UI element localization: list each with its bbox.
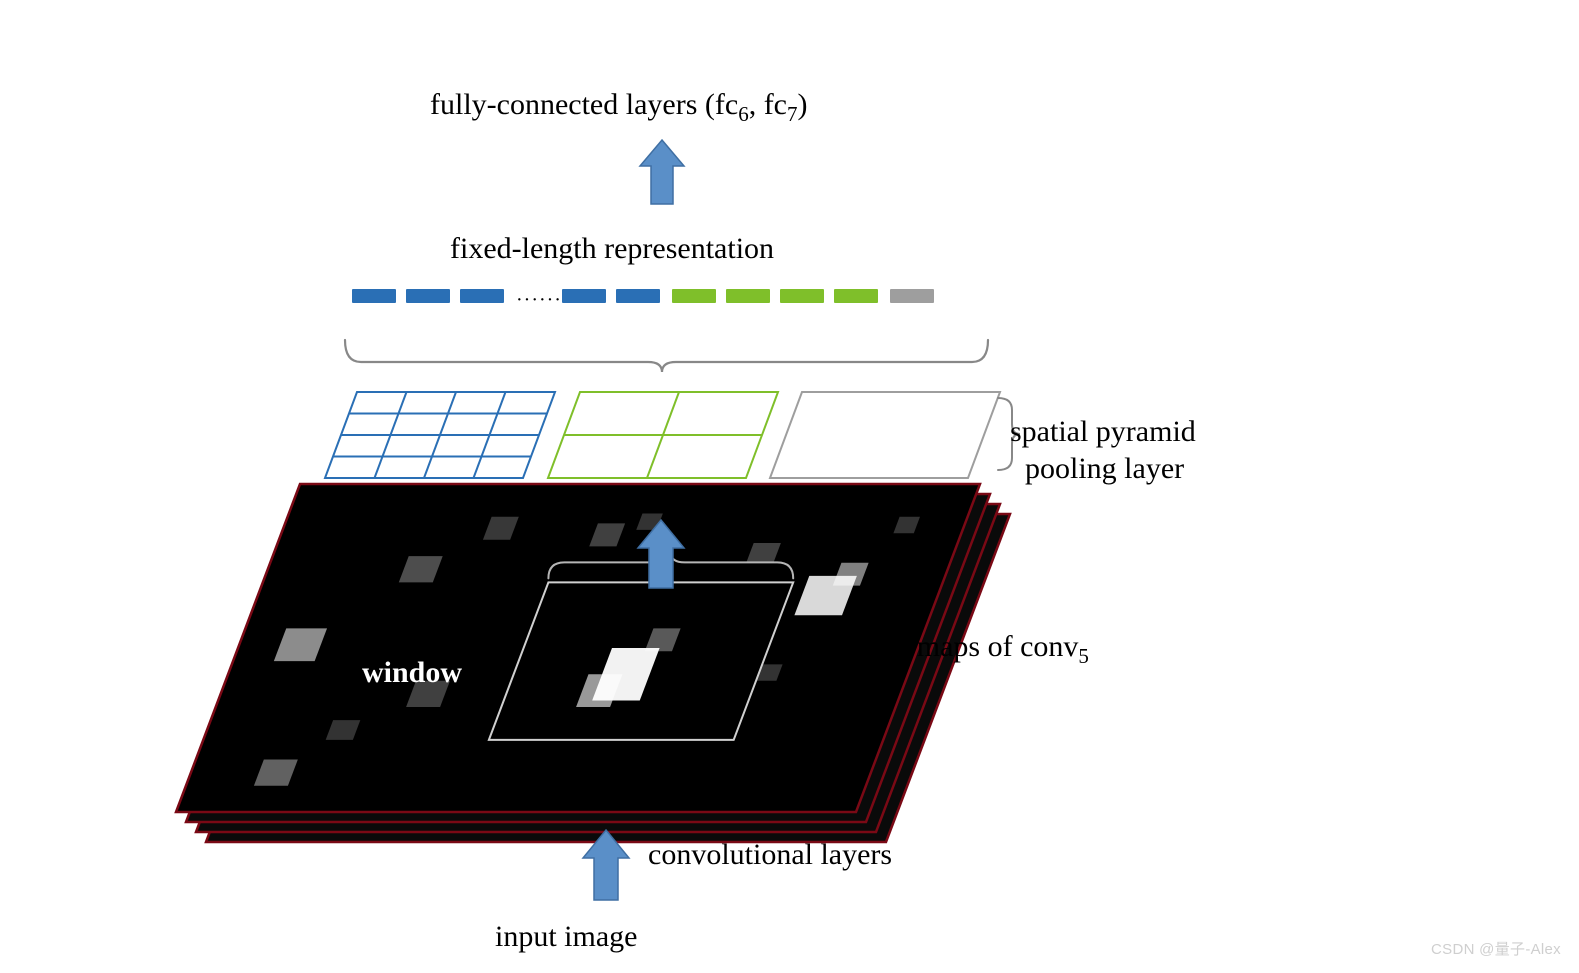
label-spp2: pooling layer <box>1025 452 1184 486</box>
label-spp1: spatial pyramid <box>1010 415 1196 449</box>
label-fmap: feature maps of conv5 <box>826 630 1089 669</box>
label-input: input image <box>495 920 637 954</box>
label-fixed: fixed-length representation <box>450 232 774 266</box>
label-window: window <box>362 656 462 690</box>
watermark: CSDN @量子-Alex <box>1431 938 1561 959</box>
label-conv: convolutional layers <box>648 838 892 872</box>
label-fc: fully-connected layers (fc6, fc7) <box>430 88 808 127</box>
arrows <box>0 0 1579 973</box>
